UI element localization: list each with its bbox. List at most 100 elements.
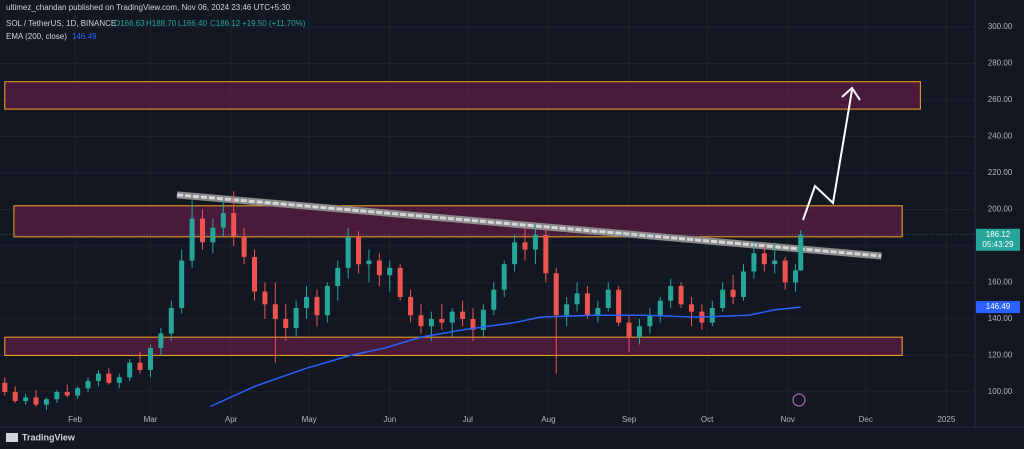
x-tick-label: Sep <box>622 415 637 424</box>
indicator-label: EMA (200, close) <box>6 32 67 41</box>
x-tick-label: 2025 <box>937 415 955 424</box>
candle-body <box>179 260 185 308</box>
y-tick-label: 100.00 <box>988 387 1013 396</box>
candle-body <box>501 264 507 290</box>
brand-logo <box>6 433 18 442</box>
candle-body <box>314 297 320 316</box>
last-price-box <box>976 228 1020 251</box>
y-tick-label: 240.00 <box>988 132 1013 141</box>
candle-body <box>137 362 143 371</box>
candle-body <box>657 300 663 316</box>
x-tick-label: Jul <box>463 415 473 424</box>
candle-body <box>2 382 8 392</box>
ohlc-open: O166.63 <box>114 19 145 28</box>
candle-body <box>532 234 538 250</box>
candle-body <box>23 397 29 402</box>
x-tick-label: Dec <box>859 415 873 424</box>
candle-body <box>741 271 747 298</box>
candle-body <box>335 267 341 287</box>
candle-body <box>64 391 70 396</box>
indicator-value: 146.49 <box>72 32 97 41</box>
candle-body <box>408 297 414 316</box>
projection-arrow <box>802 89 853 221</box>
candle-body <box>709 307 715 323</box>
candle-body <box>262 291 268 305</box>
candle-body <box>345 236 351 268</box>
candle-body <box>356 236 362 265</box>
candle-body <box>480 309 486 330</box>
zones <box>4 81 921 356</box>
countdown: 05:43:29 <box>982 240 1014 249</box>
candle-body <box>626 322 632 338</box>
candle-body <box>252 256 258 292</box>
candle-body <box>324 286 330 316</box>
candle-body <box>720 289 726 308</box>
x-tick-label: Nov <box>781 415 795 424</box>
candle-body <box>220 213 226 228</box>
x-tick-label: Apr <box>225 415 238 424</box>
candle-body <box>376 260 382 276</box>
candle-body <box>793 270 799 283</box>
candle-body <box>168 307 174 334</box>
x-tick-label: May <box>302 415 317 424</box>
candle-body <box>366 260 372 265</box>
candle-body <box>283 318 289 329</box>
candle-body <box>304 297 310 308</box>
candle-body <box>678 286 684 305</box>
y-tick-label: 260.00 <box>988 95 1013 104</box>
candle-body <box>636 326 642 338</box>
candle-body <box>95 373 101 381</box>
candle-body <box>782 260 788 283</box>
y-tick-label: 280.00 <box>988 59 1013 68</box>
candle-body <box>387 267 393 276</box>
candle-body <box>241 236 247 257</box>
candle-body <box>460 311 466 319</box>
publisher: ultimez_chandan published on TradingView… <box>6 3 291 12</box>
candle-body <box>553 273 559 316</box>
ema-price-box <box>976 301 1020 314</box>
brand[interactable]: TradingView <box>22 432 76 442</box>
y-tick-label: 120.00 <box>988 351 1013 360</box>
y-tick-label: 140.00 <box>988 314 1013 323</box>
candle-body <box>605 289 611 308</box>
candle-body <box>616 289 622 323</box>
trendline-inner <box>176 193 882 258</box>
candle-body <box>210 227 216 243</box>
axes: 100.00120.00140.00160.00180.00200.00220.… <box>68 22 1020 424</box>
candle-body <box>127 362 133 378</box>
candle-body <box>147 348 153 371</box>
candle-body <box>730 289 736 298</box>
ohlc-low: L166.40 <box>178 19 207 28</box>
candle-body <box>397 267 403 298</box>
ohlc-close: C186.12 <box>210 19 241 28</box>
candle-body <box>595 307 601 316</box>
event-icon <box>792 393 806 407</box>
candle-body <box>668 286 674 301</box>
x-tick-label: Jun <box>383 415 396 424</box>
candle-body <box>116 377 122 383</box>
y-tick-label: 220.00 <box>988 168 1013 177</box>
candle-body <box>798 234 804 271</box>
candle-body <box>522 242 528 250</box>
candle-body <box>418 315 424 327</box>
ohlc-high: H188.70 <box>146 19 177 28</box>
zone <box>4 81 921 110</box>
candle-body <box>470 318 476 330</box>
ohlc-change: +19.50 (+11.70%) <box>242 19 306 28</box>
x-tick-label: Oct <box>701 415 714 424</box>
y-tick-label: 300.00 <box>988 22 1013 31</box>
ema-line <box>209 306 801 408</box>
y-tick-label: 200.00 <box>988 205 1013 214</box>
candle-body <box>574 293 580 305</box>
x-tick-label: Aug <box>541 415 555 424</box>
candle-body <box>199 218 205 243</box>
arrow-head <box>841 86 861 101</box>
candle-body <box>189 218 195 261</box>
candle-body <box>491 289 497 310</box>
candle-body <box>751 253 757 272</box>
last-price-label: 186.12 <box>986 230 1011 239</box>
zone <box>4 336 903 356</box>
candle-body <box>158 333 164 349</box>
candle-body <box>85 380 91 389</box>
